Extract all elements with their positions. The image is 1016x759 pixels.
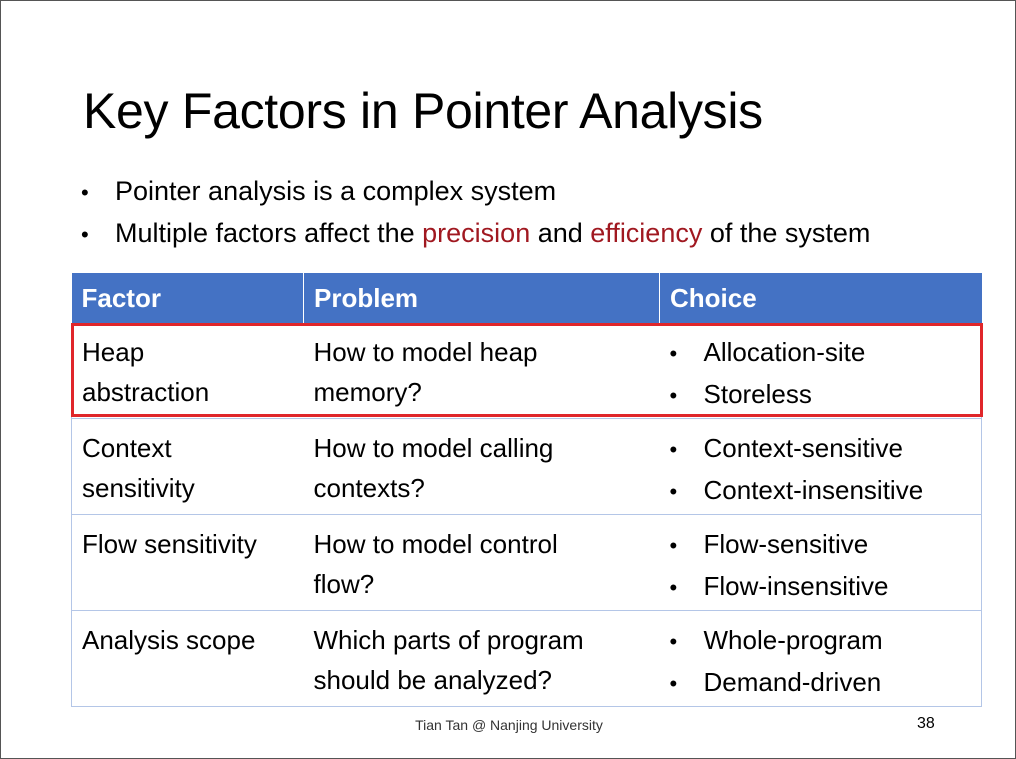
- factor-line: Analysis scope: [82, 625, 256, 655]
- factors-table: Factor Problem Choice Heap abstraction Ho…: [71, 273, 982, 707]
- choice-text: Allocation-site: [703, 337, 866, 367]
- factor-line: Context: [82, 433, 172, 463]
- factor-line: Flow sensitivity: [82, 529, 257, 559]
- choice-text: Whole-program: [703, 625, 883, 655]
- bullet-icon: •: [669, 341, 678, 366]
- factor-line: Heap: [82, 337, 145, 367]
- factor-line: sensitivity: [82, 473, 195, 503]
- bullet-item: • Multiple factors affect the precision …: [81, 213, 870, 255]
- bullet-text: Pointer analysis is a complex system: [115, 176, 557, 206]
- choice-item: • Storeless: [670, 374, 982, 416]
- problem-line: should be analyzed?: [313, 665, 553, 695]
- bullet-icon: •: [669, 533, 678, 558]
- bullet-text: Multiple factors affect the precision an…: [115, 213, 870, 253]
- table-row: Flow sensitivity How to model control flo…: [71, 514, 982, 611]
- header-factor: Factor: [71, 273, 304, 323]
- bullet-list: • Pointer analysis is a complex system •…: [81, 171, 870, 255]
- choice-item: • Context-insensitive: [670, 470, 982, 512]
- choice-text: Context-sensitive: [703, 433, 903, 463]
- bullet-icon: •: [669, 479, 678, 504]
- bullet-icon: •: [669, 671, 678, 696]
- choice-item: • Allocation-site: [670, 332, 982, 374]
- factor-cell: Context sensitivity: [71, 418, 304, 515]
- choice-text: Demand-driven: [703, 667, 882, 697]
- factor-cell: Heap abstraction: [71, 323, 304, 419]
- choice-cell: • Whole-program • Demand-driven: [659, 610, 982, 707]
- factor-line: abstraction: [82, 377, 210, 407]
- problem-cell: How to model heap memory?: [303, 323, 660, 419]
- slide-title: Key Factors in Pointer Analysis: [83, 83, 763, 139]
- footer: Tian Tan @ Nanjing University: [415, 717, 603, 733]
- table-row: Heap abstraction How to model heap memory?…: [71, 323, 982, 419]
- problem-line: memory?: [313, 377, 422, 407]
- bullet-icon: •: [81, 222, 89, 247]
- choice-text: Flow-insensitive: [703, 571, 889, 601]
- bullet-item: • Pointer analysis is a complex system: [81, 171, 870, 213]
- problem-line: How to model heap: [313, 337, 538, 367]
- bullet-icon: •: [669, 383, 678, 408]
- problem-line: How to model calling: [313, 433, 554, 463]
- bullet-text-part: Multiple factors affect the: [115, 218, 423, 248]
- choice-text: Storeless: [703, 379, 812, 409]
- problem-line: flow?: [313, 569, 375, 599]
- header-choice: Choice: [659, 273, 982, 323]
- page-number: 38: [917, 715, 935, 732]
- problem-cell: Which parts of program should be analyzed…: [303, 610, 660, 707]
- choice-cell: • Flow-sensitive • Flow-insensitive: [659, 514, 982, 611]
- problem-line: contexts?: [313, 473, 425, 503]
- bullet-icon: •: [669, 575, 678, 600]
- choice-item: • Demand-driven: [670, 662, 982, 704]
- choice-item: • Context-sensitive: [670, 428, 982, 470]
- factor-cell: Flow sensitivity: [71, 514, 304, 611]
- problem-line: How to model control: [313, 529, 558, 559]
- precision-keyword: precision: [422, 218, 531, 248]
- choice-item: • Flow-insensitive: [670, 566, 982, 608]
- bullet-text-part: and: [530, 218, 591, 248]
- choice-text: Context-insensitive: [703, 475, 924, 505]
- problem-cell: How to model calling contexts?: [303, 418, 660, 515]
- factor-cell: Analysis scope: [71, 610, 304, 707]
- choice-item: • Flow-sensitive: [670, 524, 982, 566]
- header-problem: Problem: [303, 273, 660, 323]
- table-row: Analysis scope Which parts of program sho…: [71, 610, 982, 707]
- problem-cell: How to model control flow?: [303, 514, 660, 611]
- bullet-text-part: of the system: [702, 218, 871, 248]
- bullet-icon: •: [669, 437, 678, 462]
- efficiency-keyword: efficiency: [590, 218, 703, 248]
- choice-text: Flow-sensitive: [703, 529, 869, 559]
- choice-cell: • Context-sensitive • Context-insensitive: [659, 418, 982, 515]
- choice-cell: • Allocation-site • Storeless: [659, 323, 982, 419]
- table-row: Context sensitivity How to model calling c…: [71, 418, 982, 515]
- table-header-row: Factor Problem Choice: [71, 273, 982, 323]
- bullet-icon: •: [669, 629, 678, 654]
- problem-line: Which parts of program: [313, 625, 584, 655]
- bullet-icon: •: [81, 180, 89, 205]
- choice-item: • Whole-program: [670, 620, 982, 662]
